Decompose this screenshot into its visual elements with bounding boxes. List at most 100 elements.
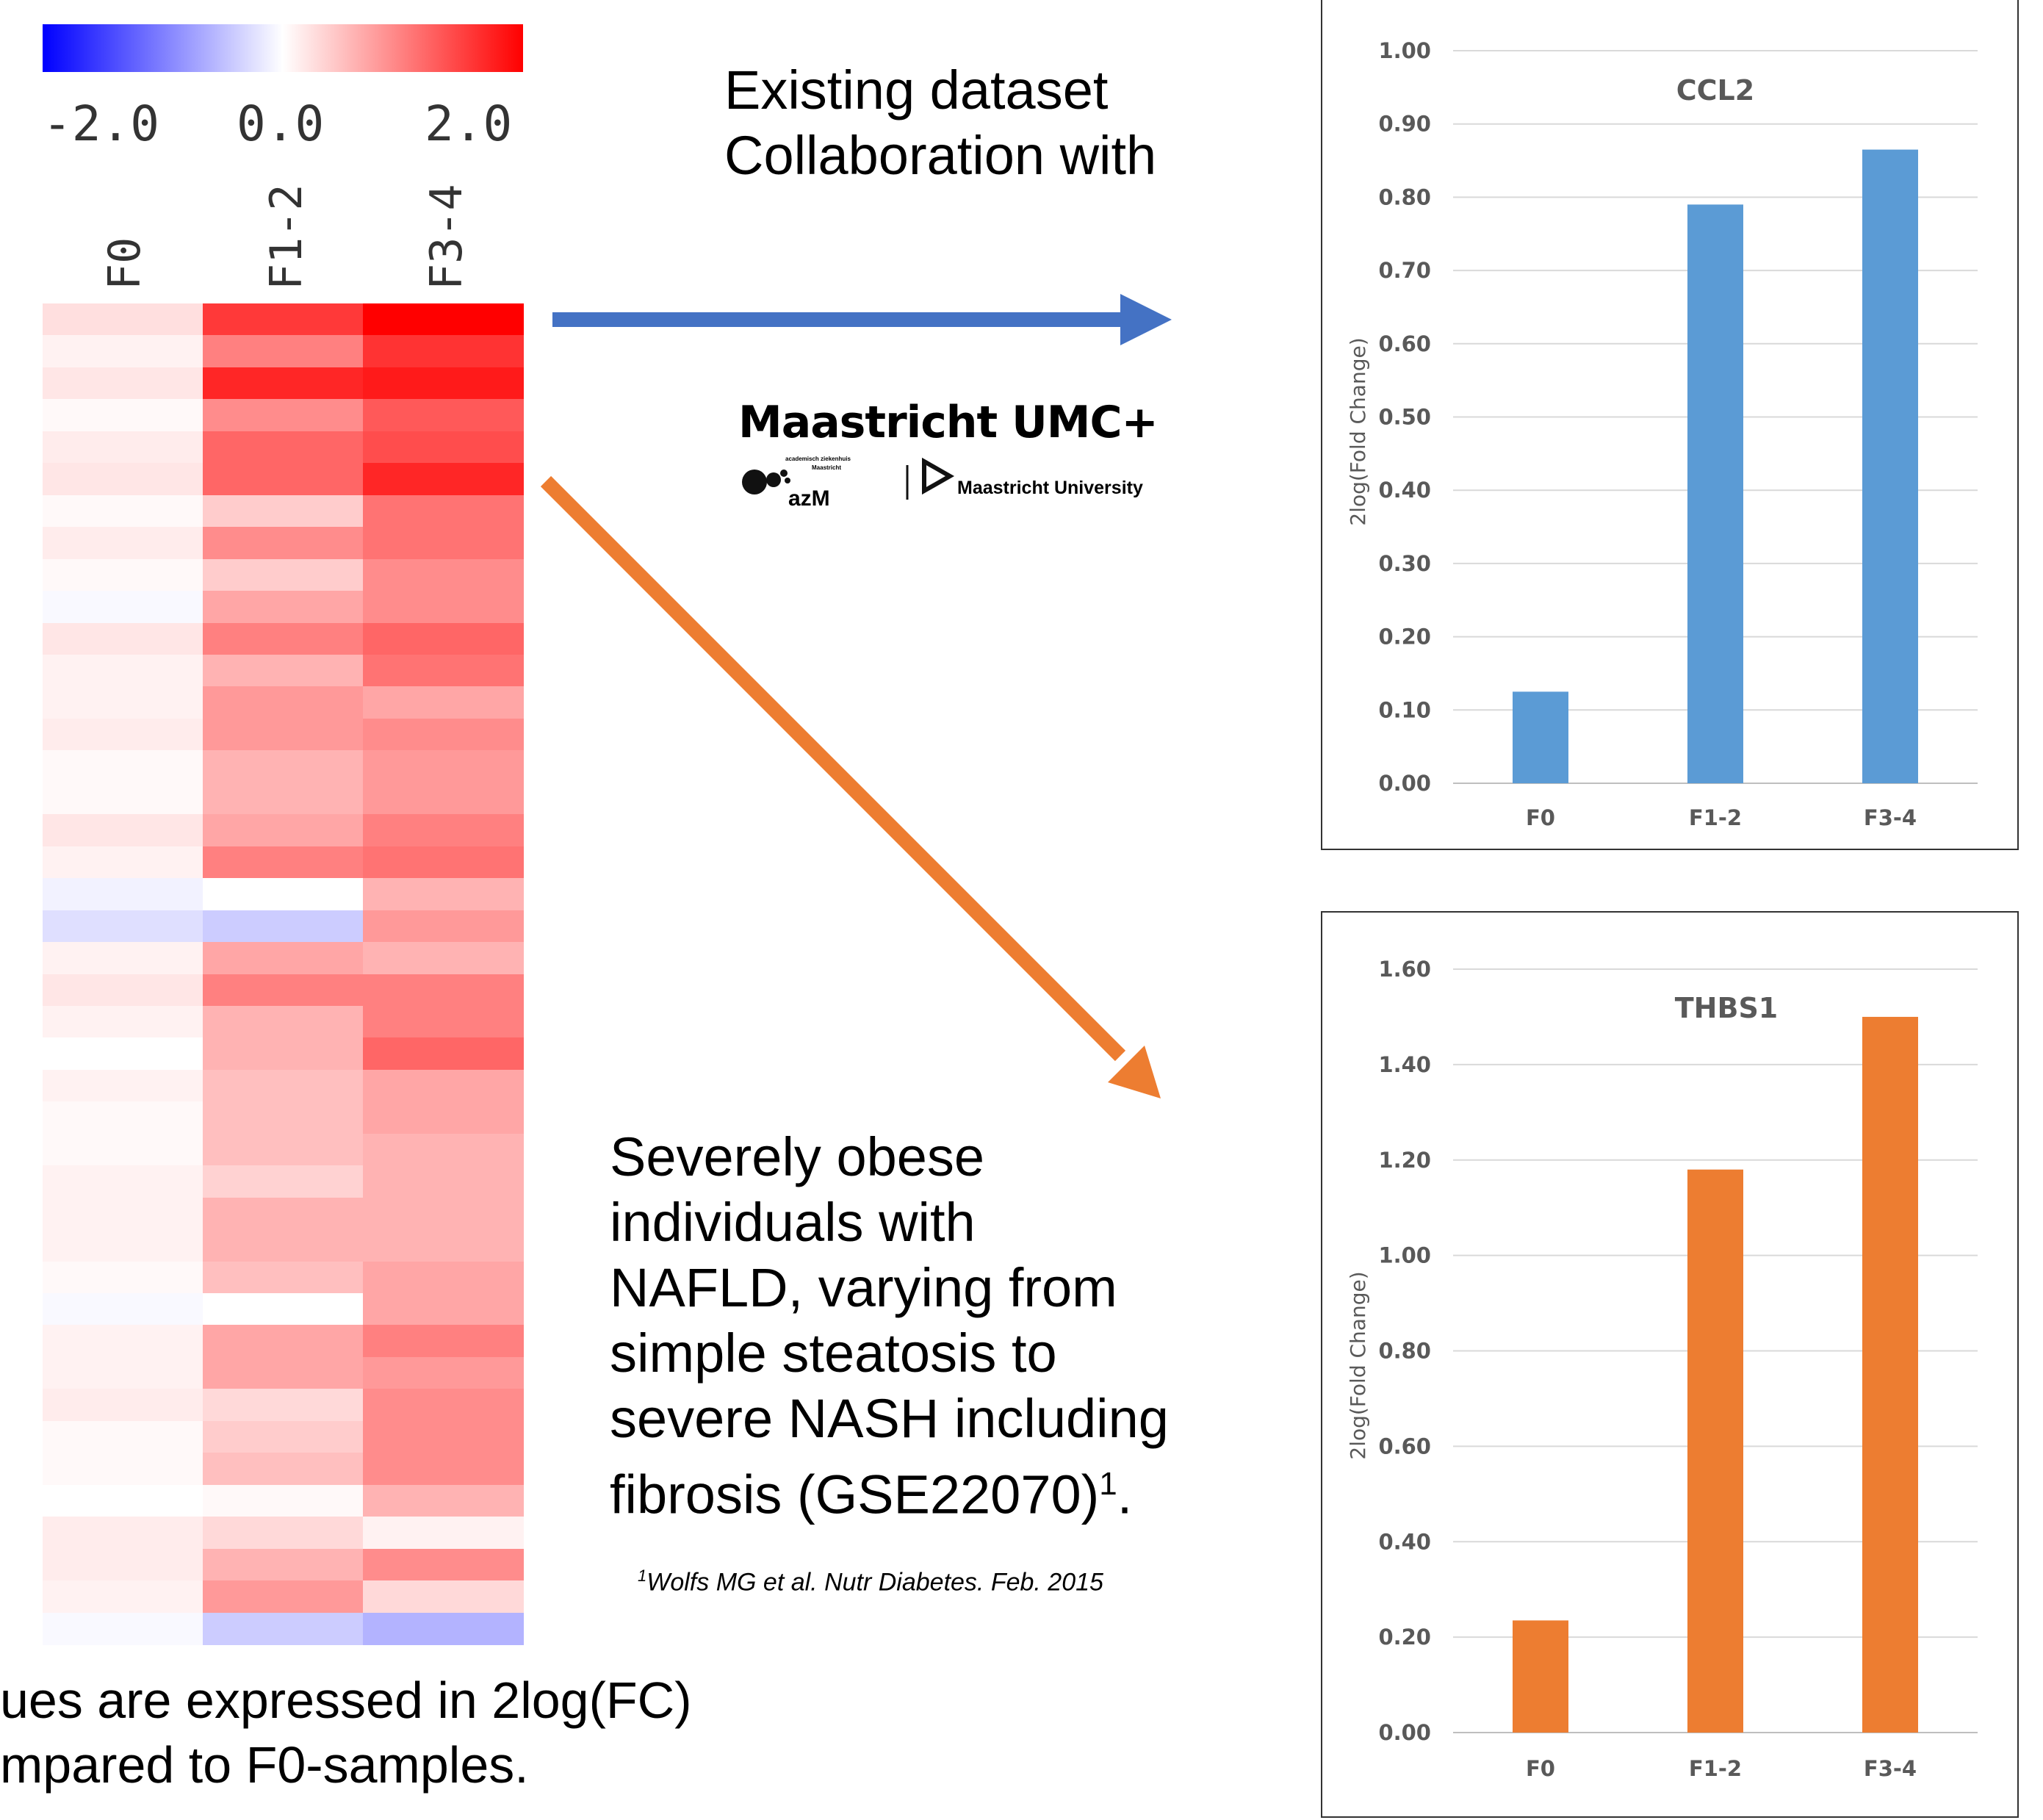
heatmap-cell xyxy=(203,527,364,560)
heatmap-cell xyxy=(203,878,364,911)
heatmap-cell xyxy=(43,750,203,783)
heatmap-cell xyxy=(43,1165,203,1198)
heatmap-cell xyxy=(363,622,524,655)
cohort-line-4: simple steatosis to xyxy=(610,1323,1057,1384)
heatmap-cell xyxy=(203,686,364,719)
heatmap-cell xyxy=(363,1261,524,1294)
heatmap-cell xyxy=(203,750,364,783)
y-tick-label: 0.30 xyxy=(1378,551,1431,576)
heatmap-cell xyxy=(43,1101,203,1134)
heatmap-cell xyxy=(203,1548,364,1581)
scale-label-max: 2.0 xyxy=(425,96,513,152)
cohort-line-5: severe NASH including xyxy=(610,1388,1169,1449)
heatmap-cell xyxy=(363,367,524,400)
heatmap-cell xyxy=(43,622,203,655)
heatmap-cell xyxy=(43,335,203,368)
heatmap-cell xyxy=(43,1517,203,1550)
heatmap-cell xyxy=(363,1325,524,1358)
heatmap-cell xyxy=(203,303,364,337)
heatmap-cell xyxy=(363,910,524,943)
cohort-line-6-end: . xyxy=(1117,1464,1133,1525)
heatmap-cell xyxy=(43,846,203,879)
heatmap-cell xyxy=(363,718,524,751)
y-tick-label: 0.40 xyxy=(1378,478,1431,503)
scale-label-min: -2.0 xyxy=(43,96,159,152)
heatmap-cell xyxy=(203,367,364,400)
heatmap-cell xyxy=(363,974,524,1007)
heatmap-cell xyxy=(203,1389,364,1422)
bar-f1-2 xyxy=(1687,204,1743,783)
heatmap-cell xyxy=(363,1612,524,1645)
heatmap-cell xyxy=(203,1293,364,1326)
heatmap-cell xyxy=(43,654,203,688)
heatmap-cell xyxy=(203,591,364,624)
heatmap-cell xyxy=(363,846,524,879)
heatmap-cell xyxy=(43,1484,203,1517)
heatmap-cell xyxy=(363,814,524,847)
heatmap-cell xyxy=(363,335,524,368)
heatmap-cell xyxy=(43,494,203,528)
heatmap-cell xyxy=(363,494,524,528)
thbs1-bar-chart: 0.00 0.20 0.40 0.60 0.80 1.00 1.20 1.40 1.60 THBS… xyxy=(1346,957,1978,1781)
heatmap-cell xyxy=(363,1229,524,1262)
orange-arrow xyxy=(540,475,1161,1098)
footnote-line-2: mpared to F0-samples. xyxy=(0,1736,529,1794)
heatmap-cell xyxy=(363,431,524,464)
azm-dot-medium xyxy=(766,472,781,487)
heatmap-cell xyxy=(363,1484,524,1517)
heatmap-cell xyxy=(203,431,364,464)
heatmap-cell xyxy=(203,1420,364,1453)
x-tick-label: F0 xyxy=(1526,1756,1555,1781)
heatmap-cell xyxy=(363,1197,524,1230)
logo-title: Maastricht UMC+ xyxy=(738,397,1159,448)
heatmap-cell xyxy=(203,846,364,879)
heatmap-cell xyxy=(43,1261,203,1294)
heatmap-cell xyxy=(203,1612,364,1645)
heatmap-cell xyxy=(43,431,203,464)
bar-f1-2 xyxy=(1687,1169,1743,1733)
heatmap-cell xyxy=(203,1101,364,1134)
y-tick-label: 0.10 xyxy=(1378,697,1431,722)
x-tick-label: F0 xyxy=(1526,805,1555,830)
cohort-line-6: fibrosis (GSE22070)1. xyxy=(610,1451,1169,1528)
heatmap-cell xyxy=(43,1197,203,1230)
cohort-line-2: individuals with xyxy=(610,1192,976,1253)
y-tick-label: 1.40 xyxy=(1378,1052,1431,1077)
mu-logo-icon xyxy=(922,457,955,495)
heatmap-cell xyxy=(363,399,524,432)
y-axis-label: 2log(Fold Change) xyxy=(1346,1271,1370,1459)
y-tick-label: 1.60 xyxy=(1378,957,1431,982)
heatmap-cell xyxy=(363,750,524,783)
azm-dot-small xyxy=(780,470,788,477)
heatmap-cell xyxy=(43,1580,203,1614)
heatmap-cell xyxy=(203,654,364,688)
heatmap-cell xyxy=(203,1517,364,1550)
y-tick-label: 0.20 xyxy=(1378,625,1431,650)
thbs1-chart-frame: 0.00 0.20 0.40 0.60 0.80 1.00 1.20 1.40 1.60 THBS… xyxy=(1321,911,2019,1818)
y-tick-label: 0.00 xyxy=(1378,771,1431,796)
y-tick-label: 0.80 xyxy=(1378,184,1431,209)
ccl2-chart-frame: 0.00 0.10 0.20 0.30 0.40 0.50 0.60 0.70 0.80 0.90… xyxy=(1321,0,2019,850)
heatmap-cell xyxy=(203,335,364,368)
heatmap-cell xyxy=(363,1548,524,1581)
chart-title: THBS1 xyxy=(1675,992,1779,1024)
azm-logo-text: azM xyxy=(788,486,830,511)
x-tick-label: F3-4 xyxy=(1864,805,1917,830)
heatmap-cell xyxy=(363,1005,524,1038)
heatmap-cell xyxy=(43,942,203,975)
heatmap-cell xyxy=(43,974,203,1007)
cohort-superscript: 1 xyxy=(1099,1466,1117,1502)
y-tick-label: 1.00 xyxy=(1378,38,1431,63)
heatmap-cell xyxy=(203,942,364,975)
heatmap-cell xyxy=(203,1229,364,1262)
heatmap-cell xyxy=(43,1133,203,1166)
heatmap-cell xyxy=(203,622,364,655)
bar-f3-4 xyxy=(1862,149,1918,784)
heatmap-cell xyxy=(43,782,203,815)
heatmap-cell xyxy=(363,1037,524,1071)
heatmap-cell xyxy=(43,686,203,719)
heatmap-cell xyxy=(203,782,364,815)
cohort-line-3: NAFLD, varying from xyxy=(610,1257,1117,1318)
heatmap-cell xyxy=(363,878,524,911)
